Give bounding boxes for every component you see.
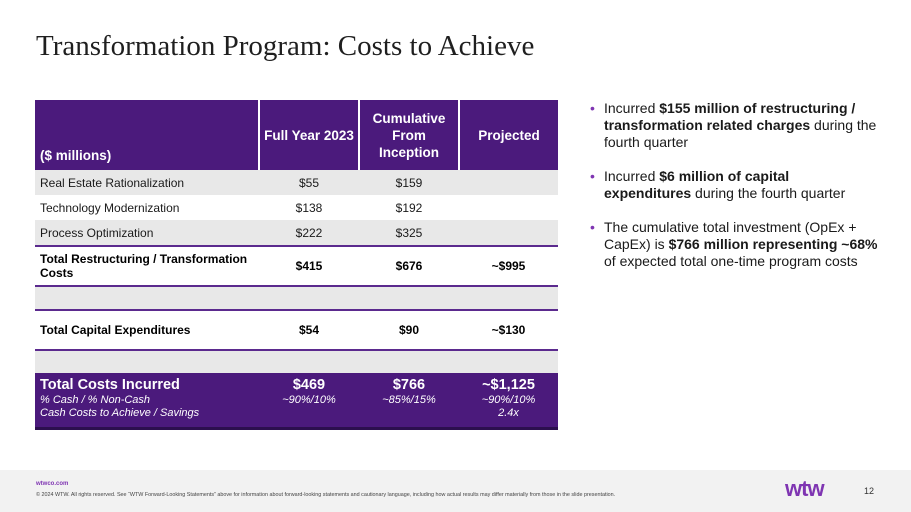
- bullet-dot-icon: •: [590, 219, 595, 235]
- cumulative-value: $159: [359, 170, 459, 195]
- table-row: Real Estate Rationalization $55 $159: [35, 170, 558, 195]
- bullet-text: of expected total one-time program costs: [604, 253, 858, 269]
- full-year-split: ~90%/10%: [282, 394, 336, 406]
- spacer-row: [35, 286, 558, 311]
- list-item: • The cumulative total investment (OpEx +…: [590, 219, 880, 270]
- cumulative-value: $325: [359, 220, 459, 246]
- projected-value: [459, 195, 558, 220]
- col-header-millions: ($ millions): [35, 100, 260, 170]
- slide-footer: wtwco.com © 2024 WTW. All rights reserve…: [0, 470, 911, 512]
- bullet-text: The cumulative total investment (OpEx + …: [604, 219, 857, 252]
- bullet-emphasis: $6 million of capital expenditures: [604, 168, 790, 201]
- full-year-value: $138: [295, 200, 323, 215]
- restructuring-total-row: Total Restructuring / Transformation Cos…: [35, 245, 558, 287]
- list-item: • Incurred $155 million of restructuring …: [590, 100, 880, 151]
- costs-table: ($ millions) Full Year 2023 Cumulative F…: [35, 100, 558, 430]
- bullet-text: Incurred: [604, 168, 660, 184]
- row-label: Total Capital Expenditures: [35, 310, 259, 351]
- row-label: Technology Modernization: [40, 200, 180, 215]
- projected-value: [459, 220, 558, 246]
- full-year-value: $54: [259, 310, 359, 351]
- wtw-logo: wtw: [785, 476, 825, 501]
- total-projected-cell: ~$1,125 ~90%/10% 2.4x: [459, 373, 558, 430]
- bullet-emphasis: $155 million of restructuring / transfor…: [604, 100, 856, 133]
- bullet-text: Incurred: [604, 100, 660, 116]
- total-costs-row: Total Costs Incurred % Cash / % Non-Cash…: [35, 373, 558, 430]
- spacer-row: [35, 350, 558, 373]
- col-header-cumulative: Cumulative From Inception: [359, 100, 460, 170]
- footer-legal-text: © 2024 WTW. All rights reserved. See “WT…: [36, 492, 616, 498]
- list-item: • Incurred $6 million of capital expendit…: [590, 168, 880, 202]
- cumulative-split: ~85%/15%: [382, 394, 436, 406]
- cumulative-value: $90: [359, 310, 459, 351]
- row-label: Total Restructuring / Transformation Cos…: [35, 245, 259, 287]
- full-year-value: $469: [292, 377, 326, 393]
- row-label: Real Estate Rationalization: [35, 170, 259, 195]
- footer-url-link[interactable]: wtwco.com: [36, 481, 69, 487]
- projected-savings-ratio: 2.4x: [498, 407, 519, 419]
- slide-title: Transformation Program: Costs to Achieve: [36, 30, 535, 62]
- col-header-full-year: Full Year 2023: [259, 100, 360, 170]
- col-header-projected: Projected: [459, 100, 558, 170]
- total-full-year-cell: $469 ~90%/10%: [259, 373, 359, 430]
- cumulative-value: $192: [395, 200, 423, 215]
- projected-value: ~$130: [459, 310, 558, 351]
- full-year-value: $415: [259, 245, 359, 287]
- row-label: Process Optimization: [35, 220, 259, 246]
- total-cumulative-cell: $766 ~85%/15%: [359, 373, 459, 430]
- table-row: Process Optimization $222 $325: [35, 220, 558, 246]
- projected-value: ~$995: [459, 245, 558, 287]
- bullet-dot-icon: •: [590, 168, 595, 184]
- page-number: 12: [864, 486, 875, 496]
- projected-split: ~90%/10%: [481, 394, 536, 406]
- cumulative-value: $766: [392, 377, 426, 393]
- bullet-text: during the fourth quarter: [604, 117, 877, 150]
- cash-split-label: % Cash / % Non-Cash: [40, 394, 151, 406]
- full-year-value: $55: [259, 170, 359, 195]
- total-costs-label: Total Costs Incurred: [40, 377, 180, 393]
- bullet-emphasis: $766 million representing ~68%: [668, 236, 878, 252]
- key-points-list: • Incurred $155 million of restructuring …: [590, 100, 880, 287]
- table-header-row: ($ millions) Full Year 2023 Cumulative F…: [35, 100, 558, 170]
- total-label-cell: Total Costs Incurred % Cash / % Non-Cash…: [35, 373, 259, 430]
- full-year-value: $222: [259, 220, 359, 246]
- bullet-text: during the fourth quarter: [691, 185, 846, 201]
- projected-value: [459, 170, 558, 195]
- cumulative-value: $676: [359, 245, 459, 287]
- projected-value: ~$1,125: [482, 377, 535, 393]
- table-row: Technology Modernization $138 $192: [35, 195, 558, 220]
- bullet-dot-icon: •: [590, 100, 595, 116]
- capex-total-row: Total Capital Expenditures $54 $90 ~$130: [35, 310, 558, 351]
- cash-costs-savings-label: Cash Costs to Achieve / Savings: [40, 407, 200, 419]
